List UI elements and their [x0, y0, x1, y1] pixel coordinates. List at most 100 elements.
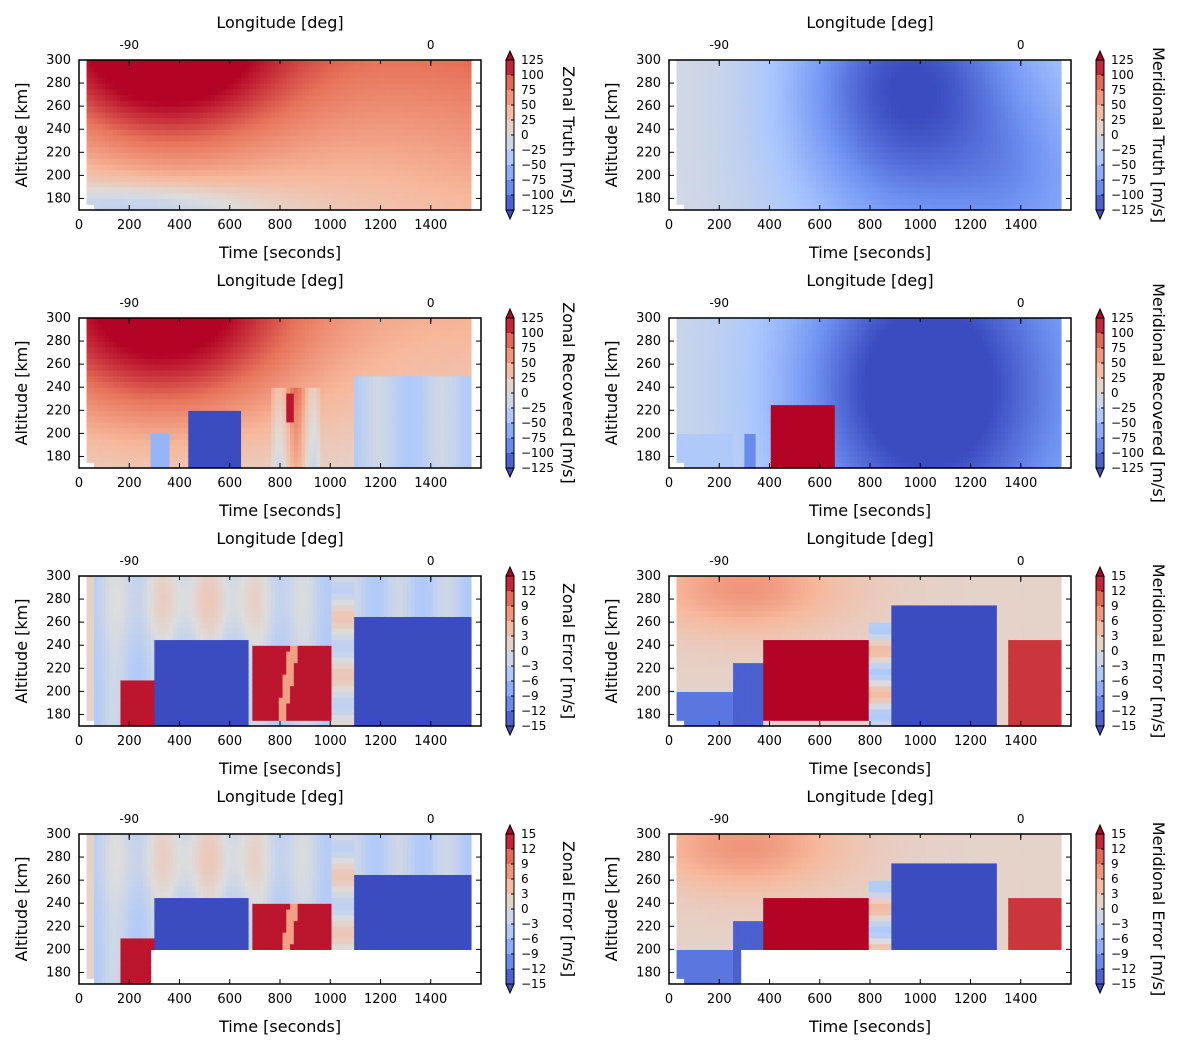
heatmap-cell — [113, 175, 117, 181]
heatmap-cell — [136, 106, 140, 112]
heatmap-cell — [132, 95, 136, 101]
heatmap-cell — [102, 77, 106, 83]
heatmap-cell — [132, 158, 136, 164]
heatmap-cell — [94, 95, 98, 101]
heatmap-cell — [169, 175, 173, 181]
heatmap-cell — [124, 77, 128, 83]
heatmap-cell — [185, 89, 189, 95]
heatmap-cell — [181, 100, 185, 106]
heatmap-cell — [169, 158, 173, 164]
heatmap-cell — [124, 147, 128, 153]
heatmap-cell — [143, 118, 147, 124]
heatmap-cell — [173, 152, 177, 158]
heatmap-cell — [139, 135, 143, 141]
heatmap-cell — [105, 181, 109, 187]
heatmap-cell — [147, 100, 151, 106]
heatmap-cell — [102, 158, 106, 164]
heatmap-cell — [128, 135, 132, 141]
heatmap-cell — [109, 198, 113, 204]
heatmap-cell — [87, 118, 91, 124]
heatmap-cell — [154, 83, 158, 89]
heatmap-cell — [147, 198, 151, 204]
heatmap-cell — [166, 141, 170, 147]
heatmap-cell — [143, 193, 147, 199]
heatmap-cell — [87, 83, 91, 89]
heatmap-cell — [181, 164, 185, 170]
heatmap-cell — [136, 129, 140, 135]
heatmap-cell — [196, 123, 200, 129]
heatmap-cell — [162, 164, 166, 170]
heatmap-cell — [124, 112, 128, 118]
heatmap-cell — [136, 118, 140, 124]
heatmap-cell — [177, 187, 181, 193]
heatmap-cell — [200, 164, 204, 170]
heatmap-cell — [151, 95, 155, 101]
heatmap-cell — [136, 72, 140, 78]
heatmap-cell — [136, 123, 140, 129]
heatmap-cell — [87, 95, 91, 101]
heatmap-cell — [128, 129, 132, 135]
heatmap-cell — [117, 60, 121, 66]
heatmap-cell — [136, 135, 140, 141]
heatmap-cell — [102, 164, 106, 170]
heatmap-cell — [90, 95, 94, 101]
heatmap-cell — [185, 129, 189, 135]
heatmap-cell — [98, 164, 102, 170]
heatmap-cell — [173, 60, 177, 66]
heatmap-cell — [169, 100, 173, 106]
heatmap-cell — [87, 106, 91, 112]
heatmap-cell — [196, 141, 200, 147]
heatmap-cell — [173, 187, 177, 193]
heatmap-cell — [185, 187, 189, 193]
heatmap-cell — [87, 147, 91, 153]
heatmap-cell — [90, 193, 94, 199]
heatmap-cell — [139, 100, 143, 106]
heatmap-cell — [188, 152, 192, 158]
heatmap-cell — [136, 60, 140, 66]
heatmap-cell — [151, 147, 155, 153]
heatmap-cell — [185, 123, 189, 129]
heatmap-cell — [192, 77, 196, 83]
heatmap-cell — [147, 66, 151, 72]
heatmap-cell — [177, 147, 181, 153]
heatmap-cell — [98, 181, 102, 187]
heatmap-cell — [124, 170, 128, 176]
heatmap-cell — [200, 152, 204, 158]
heatmap-cell — [90, 135, 94, 141]
figure: 0 200 400 600 800 1000 1200 1400180200220240260… — [0, 0, 1181, 1051]
heatmap-cell — [181, 106, 185, 112]
heatmap-cell — [158, 135, 162, 141]
heatmap-cell — [136, 187, 140, 193]
heatmap-cell — [158, 66, 162, 72]
heatmap-cell — [162, 60, 166, 66]
heatmap-cell — [124, 141, 128, 147]
heatmap-cell — [98, 135, 102, 141]
heatmap-cell — [143, 123, 147, 129]
heatmap-cell — [98, 89, 102, 95]
heatmap-cell — [113, 158, 117, 164]
heatmap-cell — [154, 89, 158, 95]
heatmap-cell — [139, 181, 143, 187]
heatmap-cell — [102, 112, 106, 118]
heatmap-cell — [139, 77, 143, 83]
heatmap-cell — [196, 112, 200, 118]
heatmap-cell — [188, 164, 192, 170]
heatmap-cell — [158, 100, 162, 106]
heatmap-cell — [143, 141, 147, 147]
heatmap-cell — [109, 89, 113, 95]
heatmap-cell — [158, 187, 162, 193]
heatmap-cell — [102, 135, 106, 141]
heatmap-cell — [151, 100, 155, 106]
heatmap-cell — [90, 152, 94, 158]
heatmap-cell — [109, 72, 113, 78]
heatmap-cell — [90, 141, 94, 147]
heatmap-cell — [177, 123, 181, 129]
heatmap-cell — [136, 100, 140, 106]
heatmap-cell — [169, 198, 173, 204]
heatmap-cell — [87, 100, 91, 106]
heatmap-cell — [120, 135, 124, 141]
heatmap-cell — [143, 164, 147, 170]
heatmap-cell — [181, 181, 185, 187]
heatmap-cell — [158, 193, 162, 199]
heatmap-cell — [139, 193, 143, 199]
